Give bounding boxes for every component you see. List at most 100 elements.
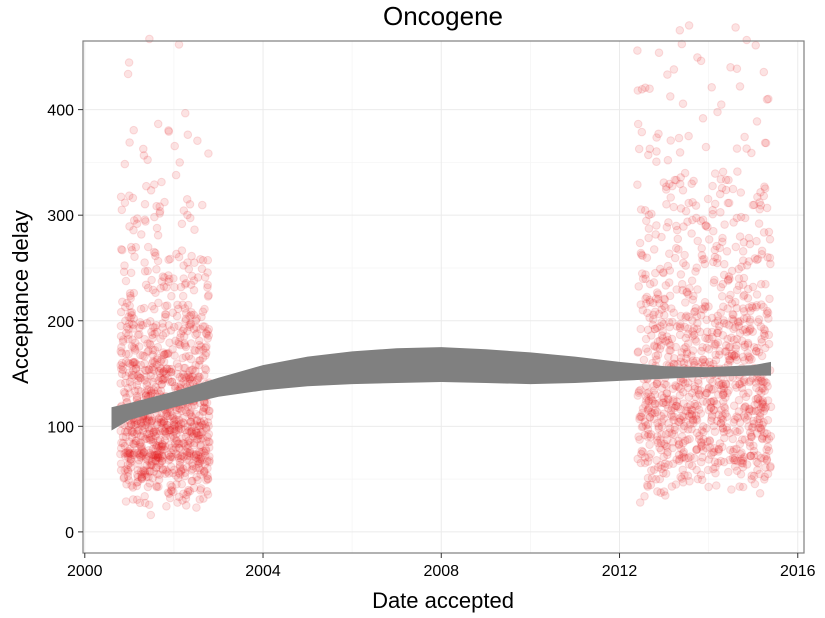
data-point: [125, 389, 134, 398]
data-point: [174, 468, 184, 478]
data-point: [194, 463, 204, 472]
data-point: [764, 94, 773, 104]
data-point: [119, 387, 129, 397]
data-point: [637, 85, 647, 94]
data-point: [687, 276, 697, 286]
data-point: [687, 179, 697, 188]
data-point: [162, 364, 172, 373]
data-point: [179, 206, 189, 215]
data-point: [666, 341, 675, 350]
data-point: [748, 327, 758, 337]
data-point: [138, 321, 148, 330]
data-point: [745, 377, 754, 387]
data-point: [685, 284, 694, 293]
data-point: [641, 400, 650, 410]
data-point: [127, 308, 137, 317]
data-point: [656, 460, 666, 470]
data-point: [144, 452, 154, 461]
data-point: [689, 324, 699, 333]
data-point: [136, 387, 146, 396]
data-point: [738, 454, 747, 463]
data-point: [151, 288, 160, 298]
data-point: [143, 482, 153, 492]
data-point: [690, 307, 699, 317]
data-point: [157, 379, 167, 389]
data-point: [655, 443, 664, 453]
data-point: [659, 178, 669, 187]
data-point: [182, 195, 192, 204]
data-point: [690, 381, 700, 391]
data-point: [644, 233, 653, 243]
data-point: [125, 359, 135, 369]
data-point: [158, 465, 168, 475]
data-point: [731, 426, 740, 436]
data-point: [766, 432, 776, 441]
data-point: [140, 468, 150, 477]
data-point: [151, 440, 160, 450]
data-point: [671, 401, 681, 411]
data-point: [764, 339, 774, 349]
data-point: [168, 345, 177, 354]
data-point: [705, 443, 715, 452]
data-point: [128, 381, 137, 391]
data-point: [181, 501, 191, 510]
data-point: [717, 414, 726, 423]
data-point: [200, 420, 210, 429]
data-point: [203, 474, 212, 483]
data-point: [182, 463, 192, 472]
data-point: [123, 472, 133, 481]
data-point: [123, 448, 132, 458]
data-point: [741, 392, 751, 402]
data-point: [131, 436, 140, 446]
data-point: [140, 423, 149, 433]
data-point: [733, 427, 742, 437]
data-point: [690, 307, 700, 316]
data-point: [738, 456, 748, 466]
data-point: [666, 410, 676, 420]
data-point: [646, 480, 656, 490]
data-point: [663, 70, 672, 79]
data-point: [752, 301, 762, 310]
data-point: [158, 442, 167, 451]
data-point: [157, 441, 166, 451]
data-point: [128, 358, 138, 367]
data-point: [760, 472, 770, 482]
data-point: [140, 365, 150, 375]
data-point: [721, 185, 731, 195]
data-point: [161, 409, 171, 419]
data-point: [711, 462, 720, 472]
data-point: [124, 475, 133, 485]
data-point: [201, 329, 211, 338]
data-point: [679, 447, 689, 457]
data-point: [142, 472, 151, 482]
data-point: [181, 373, 191, 383]
data-point: [688, 415, 698, 424]
data-point: [732, 444, 741, 454]
data-point: [650, 408, 660, 418]
data-point: [687, 388, 697, 398]
data-point: [154, 376, 163, 386]
data-point: [684, 290, 693, 299]
data-point: [191, 463, 201, 473]
data-point: [727, 485, 736, 494]
data-point: [141, 280, 151, 290]
data-point: [177, 465, 186, 475]
data-point: [645, 313, 654, 323]
data-point: [149, 247, 159, 257]
data-point: [130, 346, 140, 355]
data-point: [154, 453, 163, 462]
data-point: [133, 470, 142, 479]
data-point: [198, 420, 207, 430]
data-point: [154, 415, 163, 424]
data-point: [203, 327, 212, 336]
data-point: [125, 222, 134, 231]
data-point: [764, 434, 774, 444]
data-point: [140, 352, 149, 361]
data-point: [159, 445, 169, 454]
data-point: [172, 311, 182, 321]
data-point: [181, 314, 191, 324]
data-point: [162, 467, 172, 476]
data-point: [201, 446, 211, 456]
data-point: [755, 198, 764, 207]
data-point: [757, 300, 766, 309]
